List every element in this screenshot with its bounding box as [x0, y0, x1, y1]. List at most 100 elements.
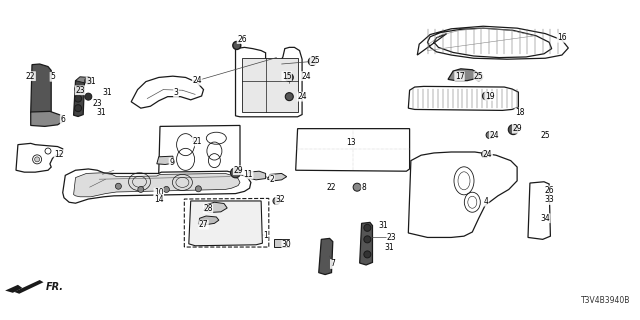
Text: 25: 25	[540, 131, 550, 140]
Text: 23: 23	[92, 99, 102, 108]
Text: 14: 14	[154, 195, 164, 204]
Text: 12: 12	[54, 150, 63, 159]
Text: 23: 23	[75, 86, 85, 95]
Text: 13: 13	[346, 138, 356, 147]
Text: 16: 16	[557, 33, 567, 42]
Text: 22: 22	[26, 72, 35, 81]
Text: 18: 18	[515, 108, 524, 117]
Circle shape	[308, 58, 316, 66]
Polygon shape	[246, 171, 266, 180]
Circle shape	[508, 124, 518, 135]
Polygon shape	[63, 169, 251, 203]
Text: 5: 5	[50, 72, 55, 81]
Text: 33: 33	[544, 196, 554, 204]
Polygon shape	[204, 202, 227, 212]
Text: 29: 29	[233, 166, 243, 175]
Circle shape	[230, 168, 241, 178]
Polygon shape	[319, 238, 333, 275]
Text: 24: 24	[301, 72, 311, 81]
Text: 32: 32	[275, 196, 285, 204]
Polygon shape	[157, 156, 174, 164]
Circle shape	[273, 197, 280, 204]
Text: 24: 24	[192, 76, 202, 85]
Text: 25: 25	[310, 56, 320, 65]
Text: 31: 31	[102, 88, 113, 97]
Circle shape	[353, 183, 361, 191]
Text: 2: 2	[269, 175, 275, 184]
Circle shape	[482, 151, 488, 158]
Polygon shape	[16, 143, 63, 172]
Text: 28: 28	[204, 204, 212, 213]
Text: 7: 7	[330, 260, 335, 268]
Polygon shape	[274, 239, 289, 247]
Text: 26: 26	[237, 35, 247, 44]
Text: 21: 21	[193, 137, 202, 146]
Circle shape	[35, 157, 40, 162]
Polygon shape	[31, 64, 51, 115]
Polygon shape	[198, 216, 219, 225]
Text: 30: 30	[282, 240, 292, 249]
Polygon shape	[408, 152, 517, 237]
Circle shape	[75, 95, 81, 102]
Polygon shape	[236, 47, 302, 117]
Text: 1: 1	[263, 231, 268, 240]
Text: 26: 26	[544, 186, 554, 195]
Text: 31: 31	[384, 243, 394, 252]
Circle shape	[483, 92, 490, 100]
Polygon shape	[74, 80, 84, 116]
Text: 24: 24	[489, 131, 499, 140]
Text: 31: 31	[378, 221, 388, 230]
Polygon shape	[296, 129, 410, 171]
Text: 19: 19	[484, 92, 495, 100]
Polygon shape	[268, 173, 287, 181]
Text: 34: 34	[540, 214, 550, 223]
Polygon shape	[242, 58, 298, 112]
Text: 23: 23	[387, 233, 397, 242]
Text: 4: 4	[484, 197, 489, 206]
Text: 10: 10	[154, 188, 164, 197]
Polygon shape	[14, 280, 44, 294]
Text: T3V4B3940B: T3V4B3940B	[581, 296, 630, 305]
Circle shape	[75, 105, 81, 112]
Text: 11: 11	[244, 170, 253, 179]
Text: 22: 22	[327, 183, 336, 192]
Circle shape	[285, 74, 293, 82]
Polygon shape	[5, 285, 22, 293]
Text: 27: 27	[198, 220, 209, 229]
Text: 31: 31	[86, 77, 96, 86]
Text: 17: 17	[454, 72, 465, 81]
Polygon shape	[408, 86, 518, 110]
Polygon shape	[131, 76, 204, 108]
Circle shape	[115, 183, 122, 189]
Polygon shape	[360, 222, 372, 265]
Circle shape	[475, 73, 483, 81]
Circle shape	[364, 224, 371, 231]
Text: 25: 25	[474, 72, 484, 81]
Text: 9: 9	[169, 158, 174, 167]
Text: 3: 3	[173, 88, 179, 97]
Circle shape	[85, 93, 92, 100]
Text: FR.: FR.	[46, 282, 64, 292]
Circle shape	[163, 187, 170, 192]
Text: 31: 31	[96, 108, 106, 117]
Text: 8: 8	[361, 183, 366, 192]
Circle shape	[233, 42, 241, 50]
Circle shape	[486, 132, 493, 139]
Text: 15: 15	[282, 72, 292, 81]
Text: 24: 24	[483, 150, 493, 159]
Polygon shape	[76, 77, 91, 83]
Circle shape	[364, 251, 371, 258]
Circle shape	[364, 236, 371, 243]
Polygon shape	[528, 182, 550, 239]
Text: 29: 29	[512, 124, 522, 133]
Polygon shape	[159, 125, 240, 174]
Polygon shape	[74, 173, 240, 197]
Circle shape	[285, 93, 293, 101]
Circle shape	[195, 186, 202, 192]
Circle shape	[75, 85, 81, 92]
Polygon shape	[448, 69, 479, 81]
Circle shape	[85, 77, 92, 84]
Circle shape	[138, 187, 144, 192]
Text: 24: 24	[297, 92, 307, 101]
Polygon shape	[417, 26, 568, 59]
